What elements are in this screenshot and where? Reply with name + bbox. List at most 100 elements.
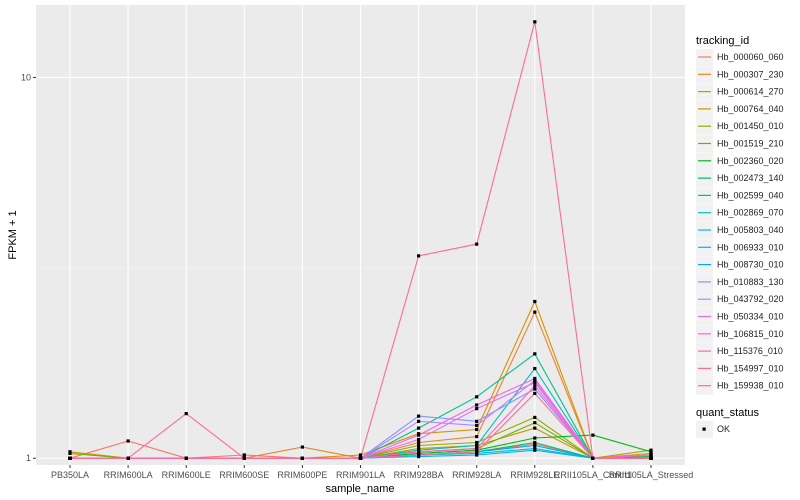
data-point: [591, 433, 595, 437]
legend-label: Hb_001450_010: [717, 121, 784, 131]
data-point: [475, 443, 479, 448]
data-point: [649, 453, 653, 457]
data-point: [475, 419, 479, 423]
data-point: [184, 456, 188, 460]
data-point: [533, 387, 537, 391]
legend-label: Hb_006933_010: [717, 242, 784, 252]
legend-label: Hb_159938_010: [717, 381, 784, 391]
data-point: [475, 407, 479, 411]
legend-label: Hb_000764_040: [717, 104, 784, 114]
x-axis: PB350LA RRIM600LA RRIM600LE RRIM600SE RRIM60…: [51, 465, 693, 480]
legend-label: Hb_001519_210: [717, 139, 784, 149]
legend: tracking_id Hb_000060_060 Hb_000307_230 Hb…: [696, 35, 784, 395]
shape-legend-label: OK: [717, 424, 730, 434]
legend-label: Hb_000307_230: [717, 69, 784, 79]
data-point: [358, 453, 363, 457]
data-point: [358, 456, 363, 460]
data-point: [475, 423, 479, 427]
data-point: [417, 254, 421, 258]
data-point: [649, 456, 653, 460]
legend-label: Hb_050334_010: [717, 312, 784, 322]
data-point: [475, 450, 479, 454]
data-point: [242, 456, 246, 460]
data-point: [475, 440, 479, 445]
data-point: [300, 445, 304, 449]
legend-label: Hb_000614_270: [717, 87, 784, 97]
legend-label: Hb_154997_010: [717, 363, 784, 373]
data-point: [417, 455, 421, 459]
x-tick-label: RRIM600LA: [104, 470, 153, 480]
shape-legend-title: quant_status: [696, 407, 759, 419]
x-tick-label: PB350LA: [51, 470, 89, 480]
data-point: [533, 310, 537, 314]
data-point: [417, 450, 421, 454]
x-tick-label: RRIM928LA: [452, 470, 501, 480]
data-point: [533, 391, 537, 396]
data-point: [475, 427, 479, 432]
data-point: [533, 415, 537, 420]
y-tick-label: 1: [26, 453, 31, 463]
data-point: [417, 453, 421, 457]
legend-label: Hb_043792_020: [717, 294, 784, 304]
x-tick-label: RRIM600LE: [162, 470, 211, 480]
y-axis-title: FPKM + 1: [7, 210, 19, 259]
data-point: [417, 419, 421, 423]
data-point: [533, 443, 537, 448]
data-point: [126, 439, 130, 443]
x-axis-title: sample_name: [325, 483, 394, 495]
x-tick-label: RRIM600SE: [219, 470, 269, 480]
legend-title: tracking_id: [696, 35, 749, 47]
data-point: [533, 299, 537, 304]
data-point: [417, 443, 421, 448]
data-point: [533, 376, 537, 381]
data-point: [591, 456, 595, 460]
data-points: [68, 20, 653, 460]
legend-label: Hb_010883_130: [717, 277, 784, 287]
data-point: [417, 433, 421, 437]
x-tick-label: RRII105LA_Stressed: [609, 470, 694, 480]
data-point: [417, 437, 421, 442]
legend-label: Hb_002599_040: [717, 190, 784, 200]
data-point: [533, 384, 537, 388]
shape-legend: quant_status OK: [696, 407, 759, 438]
data-point: [184, 411, 188, 416]
data-point: [533, 448, 537, 452]
legend-label: Hb_005803_040: [717, 225, 784, 235]
legend-label: Hb_106815_010: [717, 329, 784, 339]
data-point: [475, 242, 479, 246]
data-point: [533, 440, 537, 445]
legend-label: Hb_002869_070: [717, 208, 784, 218]
data-point: [300, 456, 304, 460]
data-point: [475, 434, 479, 439]
legend-label: Hb_002473_140: [717, 173, 784, 183]
data-point: [475, 453, 479, 457]
data-point: [475, 447, 479, 451]
data-point: [533, 381, 537, 385]
data-point: [533, 352, 537, 356]
data-point: [533, 436, 537, 440]
y-tick-label: 10: [21, 72, 31, 82]
data-point: [533, 426, 537, 430]
data-point: [68, 451, 72, 455]
y-axis: 1 10: [21, 72, 36, 463]
x-tick-label: RRIM901LA: [336, 470, 385, 480]
data-point: [242, 453, 246, 457]
x-tick-label: RRIM928BA: [394, 470, 444, 480]
x-tick-label: RRIM928LE: [510, 470, 559, 480]
legend-label: Hb_115376_010: [717, 346, 783, 356]
data-point: [417, 414, 421, 418]
legend-label: Hb_002360_020: [717, 156, 784, 166]
data-point: [533, 378, 537, 383]
x-tick-label: RRII105LA_Control: [554, 470, 632, 480]
data-point: [417, 426, 421, 430]
data-point: [533, 421, 537, 425]
legend-label: Hb_000060_060: [717, 52, 784, 62]
legend-label: Hb_008730_010: [717, 260, 784, 270]
data-point: [533, 20, 537, 24]
data-point: [417, 440, 421, 445]
data-point: [649, 450, 653, 454]
data-point: [649, 455, 653, 459]
data-point: [126, 456, 130, 460]
data-point: [533, 366, 537, 371]
